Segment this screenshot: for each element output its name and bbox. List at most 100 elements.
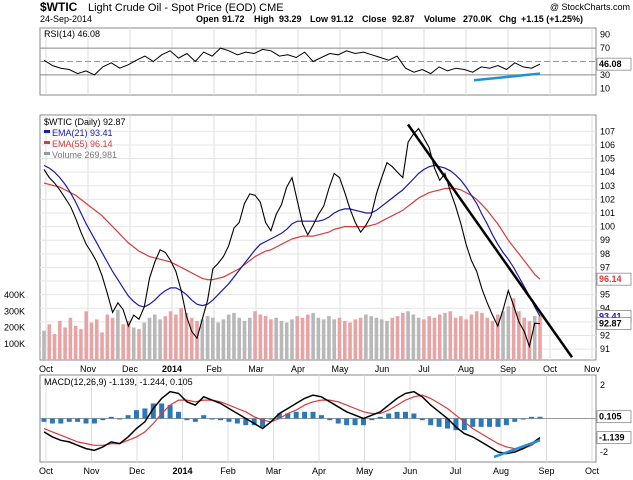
volume-bar xyxy=(263,316,268,360)
macd-hist-badge: 0.105 xyxy=(599,412,622,422)
macd-x-tick-label: Jun xyxy=(403,466,418,476)
volume-bar xyxy=(279,321,284,360)
macd-histogram-bar xyxy=(520,418,526,420)
macd-x-tick-label: Dec xyxy=(129,466,146,476)
macd-x-tick-label: Aug xyxy=(493,466,509,476)
volume-bar xyxy=(290,319,294,360)
macd-histogram-bar xyxy=(512,418,518,422)
macd-histogram-bar xyxy=(251,418,257,426)
macd-histogram-bar xyxy=(226,418,232,422)
volume-bar xyxy=(538,316,542,360)
ema55-legend-swatch xyxy=(44,141,50,144)
volume-bar xyxy=(105,314,110,360)
rsi-value-badge: 46.08 xyxy=(599,59,622,69)
volume-bar xyxy=(453,317,458,360)
volume-bar xyxy=(52,334,57,360)
macd-histogram-bar xyxy=(445,418,451,429)
macd-label: MACD(12,26,9) -1.139, -1.244, 0.105 xyxy=(44,377,193,387)
volume-bar xyxy=(42,330,46,360)
volume-bar xyxy=(401,312,405,360)
price-y-tick-label: 105 xyxy=(600,154,615,164)
chg-label: Chg xyxy=(499,14,517,24)
macd-x-tick-label: Feb xyxy=(220,466,236,476)
price-y-tick-label: 94 xyxy=(600,303,610,313)
volume-bar xyxy=(327,316,331,360)
volume-bar xyxy=(358,317,363,360)
volume-bar xyxy=(179,308,183,360)
price-y-tick-label: 97 xyxy=(600,262,610,272)
volume-label: Volume xyxy=(424,14,456,24)
price-y-tick-label: 99 xyxy=(600,235,610,245)
volume-bar xyxy=(395,316,400,360)
price-x-tick-label: Oct xyxy=(39,364,54,374)
volume-bar xyxy=(321,319,326,360)
macd-histogram-bar xyxy=(108,416,114,419)
volume-bar xyxy=(432,317,437,360)
ema55-badge: 96.14 xyxy=(599,274,622,284)
price-x-tick-label: 2014 xyxy=(162,364,182,374)
macd-histogram-bar xyxy=(394,411,400,419)
volume-bar xyxy=(364,314,368,360)
macd-histogram-bar xyxy=(310,411,316,419)
low-label: Low xyxy=(310,14,329,24)
volume-bar xyxy=(147,317,152,360)
volume-bar xyxy=(411,314,416,360)
volume-y-tick-label: 200K xyxy=(4,323,25,333)
volume-bar xyxy=(274,317,278,360)
macd-histogram-bar xyxy=(58,418,64,424)
volume-bar xyxy=(522,317,526,360)
volume-bar xyxy=(47,324,52,360)
macd-histogram-bar xyxy=(352,418,358,426)
volume-y-tick-label: 400K xyxy=(4,290,25,300)
rsi-line xyxy=(43,47,541,76)
volume-bar xyxy=(211,317,215,360)
price-x-tick-label: Aug xyxy=(458,364,474,374)
ema21-legend-swatch xyxy=(44,130,50,133)
macd-histogram-bar xyxy=(209,418,215,420)
volume-bar xyxy=(448,311,453,360)
volume-bar xyxy=(253,311,257,360)
header: $WTIC Light Crude Oil - Spot Price (EOD)… xyxy=(40,0,630,24)
macd-histogram-bar xyxy=(66,418,72,422)
macd-x-tick-label: Apr xyxy=(312,466,326,476)
volume-bar xyxy=(216,322,220,360)
macd-value-badge-box xyxy=(596,431,632,444)
chg-value: +1.15 (+1.25%) xyxy=(521,14,583,24)
volume-bar xyxy=(374,317,379,360)
macd-y-tick-label: 2 xyxy=(600,380,605,390)
macd-divergence-line xyxy=(493,439,541,459)
volume-bar xyxy=(480,312,484,360)
macd-x-tick-label: Sep xyxy=(538,466,554,476)
macd-histogram-bar xyxy=(41,418,47,422)
macd-histogram-bar xyxy=(529,416,535,419)
volume-bar xyxy=(68,317,73,360)
volume-bar xyxy=(422,319,426,360)
volume-bar xyxy=(221,319,226,360)
macd-histogram-bar xyxy=(159,403,165,419)
rsi-divergence-line xyxy=(473,72,541,82)
price-y-tick-label: 100 xyxy=(600,222,615,232)
macd-histogram-bar xyxy=(428,418,434,426)
macd-histogram-bar xyxy=(487,418,493,427)
price-x-tick-label: May xyxy=(331,364,349,374)
ema21-line xyxy=(43,164,541,317)
volume-bar xyxy=(242,321,247,360)
macd-histogram-bar xyxy=(276,413,282,419)
volume-bar xyxy=(89,322,94,360)
price-y-tick-label: 95 xyxy=(600,290,610,300)
volume-legend-swatch xyxy=(44,152,50,155)
macd-histogram-bar xyxy=(402,411,408,419)
volume-bar xyxy=(63,327,67,360)
macd-histogram-bar xyxy=(436,418,442,427)
macd-histogram-bar xyxy=(419,418,425,421)
macd-signal-line xyxy=(43,394,541,450)
macd-histogram-bar xyxy=(268,418,274,420)
macd-hist-badge-box xyxy=(596,410,632,424)
macd-histogram-bar xyxy=(176,411,182,419)
price-line xyxy=(43,127,541,349)
close-badge: 92.87 xyxy=(599,319,622,329)
ema55-legend: EMA(55) 96.14 xyxy=(52,139,113,149)
volume-bar xyxy=(332,319,337,360)
macd-histogram-bar xyxy=(201,415,207,419)
